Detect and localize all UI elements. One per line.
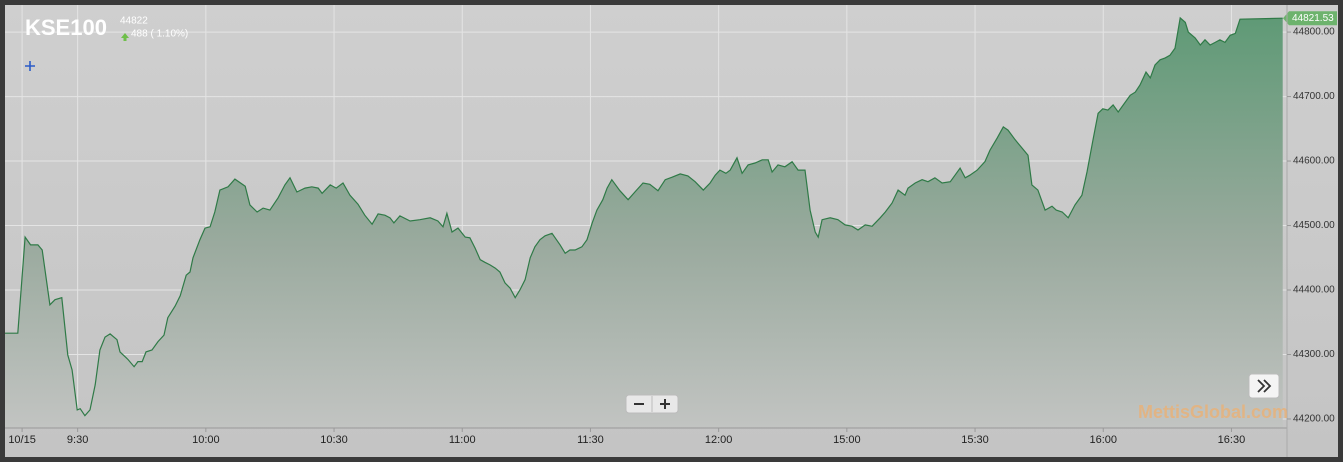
scroll-icon: [1257, 379, 1272, 393]
y-tick-label: 44500.00: [1293, 220, 1335, 231]
x-tick-label: 11:00: [449, 434, 476, 446]
change: 488 ( 1.10%): [131, 29, 188, 40]
index-name: KSE100: [25, 15, 107, 40]
last-value: 44822: [120, 16, 148, 27]
zoom-controls: [625, 394, 679, 414]
up-arrow-icon: [121, 33, 129, 41]
zoom-in[interactable]: [660, 399, 670, 409]
y-tick-label: 44800.00: [1293, 27, 1335, 38]
x-tick-label: 15:30: [961, 434, 989, 446]
y-tick-label: 44600.00: [1293, 156, 1335, 167]
x-tick-label: 15:00: [833, 434, 861, 446]
y-tick-label: 44400.00: [1293, 285, 1335, 296]
y-tick-label: 44200.00: [1293, 414, 1335, 425]
add-indicator-icon[interactable]: [25, 61, 35, 71]
watermark: MettisGlobal.com: [1138, 402, 1288, 422]
x-tick-label: 12:00: [705, 434, 733, 446]
x-tick-label: 10:00: [192, 434, 220, 446]
scroll-button[interactable]: [1248, 373, 1280, 399]
x-tick-label: 9:30: [67, 434, 88, 446]
x-tick-label: 10/15: [8, 434, 36, 446]
y-tick-label: 44300.00: [1293, 349, 1335, 360]
line: [5, 16, 1283, 417]
last-value-label: 44821.53: [1292, 13, 1334, 24]
area: [5, 17, 1283, 429]
x-tick-label: 10:30: [320, 434, 348, 446]
y-tick-label: 44700.00: [1293, 91, 1335, 102]
x-tick-label: 16:30: [1218, 434, 1246, 446]
last-value-flag: [1283, 11, 1337, 26]
x-tick-label: 16:00: [1089, 434, 1117, 446]
x-tick-label: 11:30: [577, 434, 604, 446]
